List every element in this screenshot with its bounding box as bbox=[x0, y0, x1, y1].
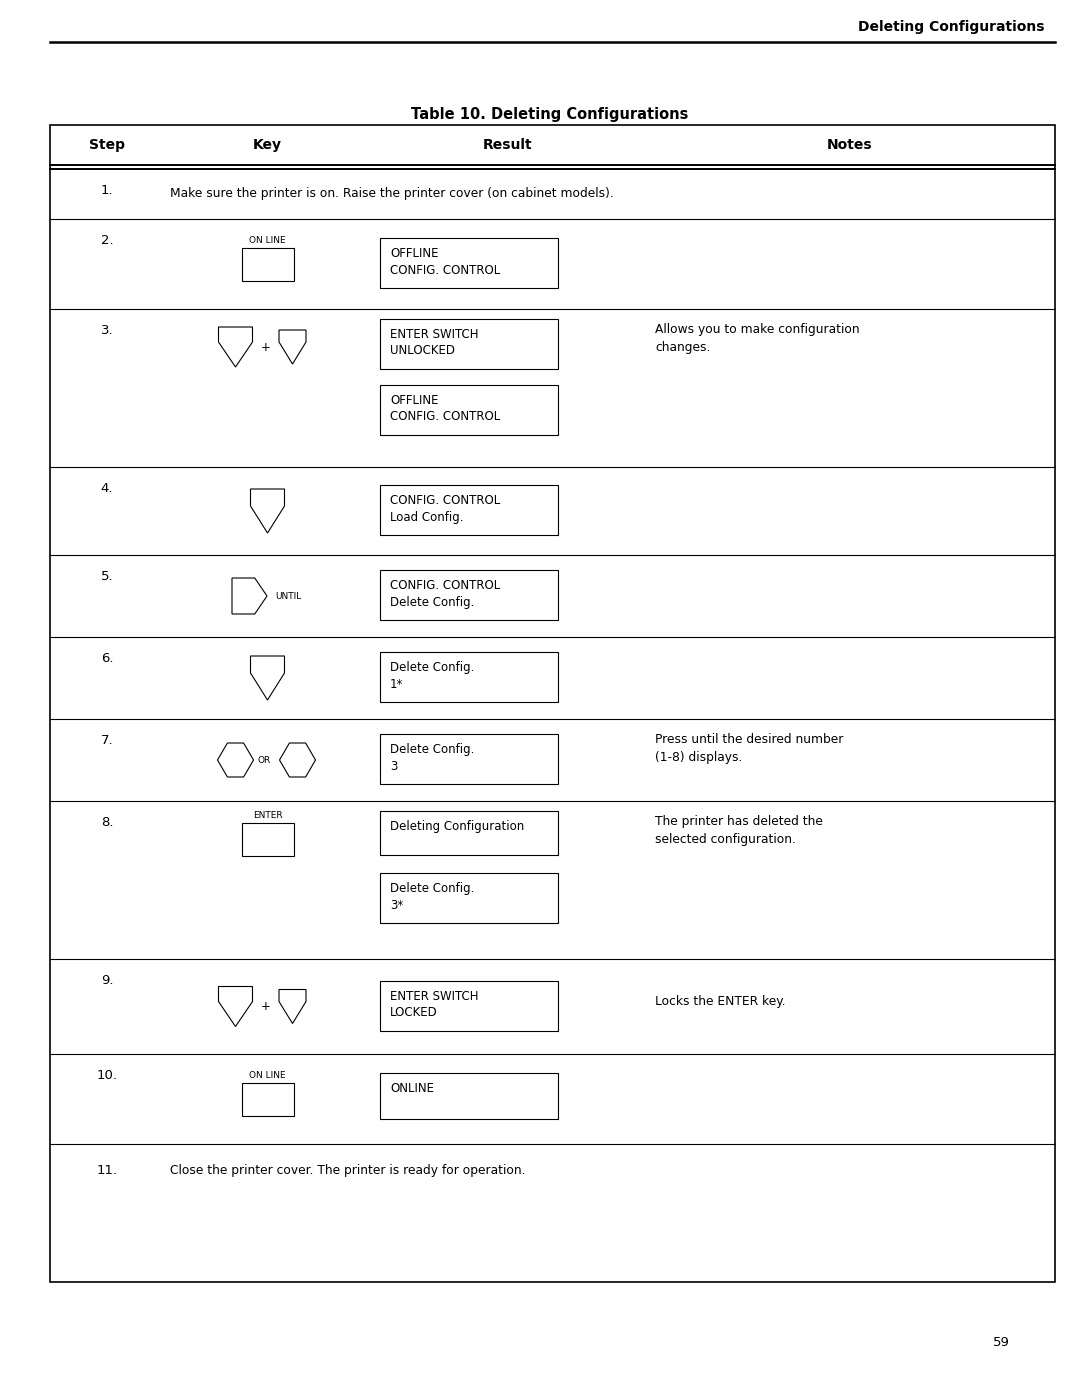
Text: Locks the ENTER key.: Locks the ENTER key. bbox=[654, 995, 785, 1007]
Text: 9.: 9. bbox=[100, 974, 113, 988]
Text: Result: Result bbox=[483, 138, 532, 152]
Polygon shape bbox=[218, 986, 253, 1027]
Text: ON LINE: ON LINE bbox=[249, 1070, 286, 1080]
Text: Delete Config.
1*: Delete Config. 1* bbox=[390, 661, 474, 690]
Text: CONFIG. CONTROL
Load Config.: CONFIG. CONTROL Load Config. bbox=[390, 495, 500, 524]
Text: OFFLINE
CONFIG. CONTROL: OFFLINE CONFIG. CONTROL bbox=[390, 247, 500, 277]
Bar bbox=[380, 485, 558, 535]
Text: 8.: 8. bbox=[100, 816, 113, 828]
Text: UNTIL: UNTIL bbox=[275, 591, 301, 601]
Text: ENTER: ENTER bbox=[253, 810, 282, 820]
Text: 11.: 11. bbox=[96, 1164, 118, 1178]
Polygon shape bbox=[217, 743, 254, 777]
Text: Delete Config.
3*: Delete Config. 3* bbox=[390, 882, 474, 911]
Text: Delete Config.
3: Delete Config. 3 bbox=[390, 743, 474, 773]
Bar bbox=[50, 124, 1055, 1282]
Polygon shape bbox=[232, 578, 267, 615]
Bar bbox=[242, 1083, 294, 1115]
Text: OFFLINE
CONFIG. CONTROL: OFFLINE CONFIG. CONTROL bbox=[390, 394, 500, 423]
Bar bbox=[242, 247, 294, 281]
Text: Allows you to make configuration
changes.: Allows you to make configuration changes… bbox=[654, 323, 860, 353]
Bar bbox=[380, 319, 558, 369]
Polygon shape bbox=[279, 330, 306, 365]
Text: 5.: 5. bbox=[100, 570, 113, 583]
Text: 3.: 3. bbox=[100, 324, 113, 337]
Text: +: + bbox=[260, 1000, 270, 1013]
Text: Deleting Configurations: Deleting Configurations bbox=[859, 20, 1045, 34]
Text: Step: Step bbox=[89, 138, 125, 152]
Text: 6.: 6. bbox=[100, 652, 113, 665]
Text: +: + bbox=[260, 341, 270, 353]
Bar bbox=[380, 873, 558, 923]
Text: Key: Key bbox=[253, 138, 282, 152]
Text: ON LINE: ON LINE bbox=[249, 236, 286, 244]
Bar bbox=[380, 652, 558, 703]
Polygon shape bbox=[251, 489, 284, 534]
Bar bbox=[380, 981, 558, 1031]
Text: 7.: 7. bbox=[100, 733, 113, 747]
Bar bbox=[380, 386, 558, 434]
Text: 1.: 1. bbox=[100, 184, 113, 197]
Text: ENTER SWITCH
UNLOCKED: ENTER SWITCH UNLOCKED bbox=[390, 328, 478, 358]
Text: ONLINE: ONLINE bbox=[390, 1083, 434, 1095]
Text: Press until the desired number
(1-8) displays.: Press until the desired number (1-8) dis… bbox=[654, 733, 843, 764]
Polygon shape bbox=[251, 657, 284, 700]
Text: 10.: 10. bbox=[96, 1069, 118, 1083]
Bar bbox=[380, 812, 558, 855]
Text: 2.: 2. bbox=[100, 235, 113, 247]
Text: Close the printer cover. The printer is ready for operation.: Close the printer cover. The printer is … bbox=[170, 1164, 526, 1178]
Text: The printer has deleted the
selected configuration.: The printer has deleted the selected con… bbox=[654, 814, 823, 847]
Text: OR: OR bbox=[258, 756, 271, 764]
Text: Deleting Configuration: Deleting Configuration bbox=[390, 820, 524, 833]
Text: Make sure the printer is on. Raise the printer cover (on cabinet models).: Make sure the printer is on. Raise the p… bbox=[170, 187, 613, 201]
Text: Notes: Notes bbox=[827, 138, 873, 152]
Bar bbox=[242, 823, 294, 855]
Polygon shape bbox=[279, 989, 306, 1024]
Bar bbox=[380, 1073, 558, 1119]
Bar bbox=[380, 733, 558, 784]
Text: ENTER SWITCH
LOCKED: ENTER SWITCH LOCKED bbox=[390, 989, 478, 1018]
Text: Table 10. Deleting Configurations: Table 10. Deleting Configurations bbox=[411, 108, 689, 122]
Text: CONFIG. CONTROL
Delete Config.: CONFIG. CONTROL Delete Config. bbox=[390, 578, 500, 609]
Text: 4.: 4. bbox=[100, 482, 113, 495]
Text: 59: 59 bbox=[994, 1336, 1010, 1348]
Bar bbox=[380, 237, 558, 288]
Polygon shape bbox=[280, 743, 315, 777]
Bar bbox=[380, 570, 558, 620]
Polygon shape bbox=[218, 327, 253, 367]
